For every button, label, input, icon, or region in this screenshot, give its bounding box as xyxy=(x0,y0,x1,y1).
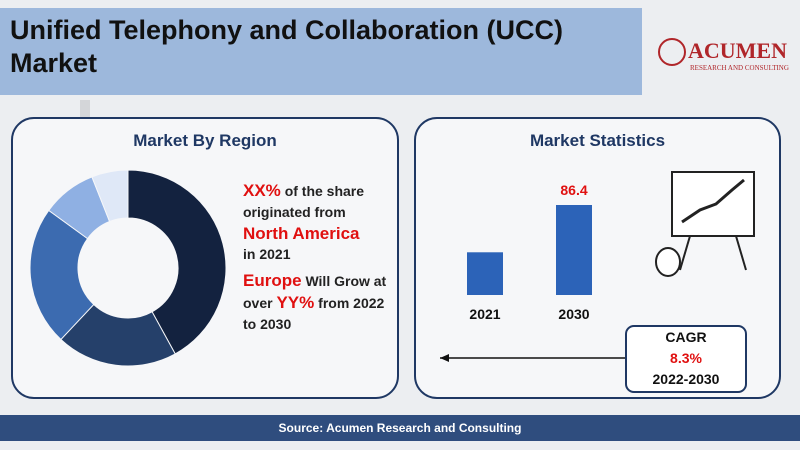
share-note: XX% of the share originated from North A… xyxy=(243,180,393,265)
note-text: from 2022 to 2030 xyxy=(243,295,385,332)
panel-title: Market By Region xyxy=(133,131,277,150)
donut-segment xyxy=(127,169,227,355)
highlight: North America xyxy=(243,224,360,243)
cagr-value: 8.3% xyxy=(670,350,702,366)
highlight: Europe xyxy=(243,271,302,290)
value-label: 86.4 xyxy=(560,182,587,198)
arrow-head xyxy=(440,354,449,362)
panel-title: Market Statistics xyxy=(529,131,666,150)
logo-icon xyxy=(658,38,686,66)
cagr: CAGR 8.3% 2022-2030 xyxy=(627,327,745,390)
cagr-label: CAGR xyxy=(665,329,707,345)
logo-tagline: RESEARCH AND CONSULTING xyxy=(690,64,789,72)
bar xyxy=(467,252,503,295)
source: Source: Acumen Research and Consulting xyxy=(278,421,522,435)
title: Unified Telephony and Collaboration (UCC… xyxy=(10,15,563,78)
growth-note: Europe Will Grow at over YY% from 2022 t… xyxy=(243,270,393,335)
bar xyxy=(556,205,592,295)
footer-band xyxy=(0,415,800,441)
header-band xyxy=(0,8,642,95)
chart-illustration xyxy=(655,171,755,277)
highlight: XX% xyxy=(243,181,281,200)
note-text: of the share originated from xyxy=(243,183,365,220)
note-text: in 2021 xyxy=(243,246,291,262)
x-tick-label: 2021 xyxy=(469,306,500,322)
x-tick-label: 2030 xyxy=(558,306,589,322)
cagr-period: 2022-2030 xyxy=(652,371,720,387)
donut-segment xyxy=(91,169,129,223)
donut-segment xyxy=(29,209,95,341)
note-text: Will Grow at over xyxy=(243,273,387,311)
highlight: YY% xyxy=(276,293,315,312)
cagr-box xyxy=(625,325,747,393)
logo-name: ACUMEN xyxy=(688,38,787,63)
